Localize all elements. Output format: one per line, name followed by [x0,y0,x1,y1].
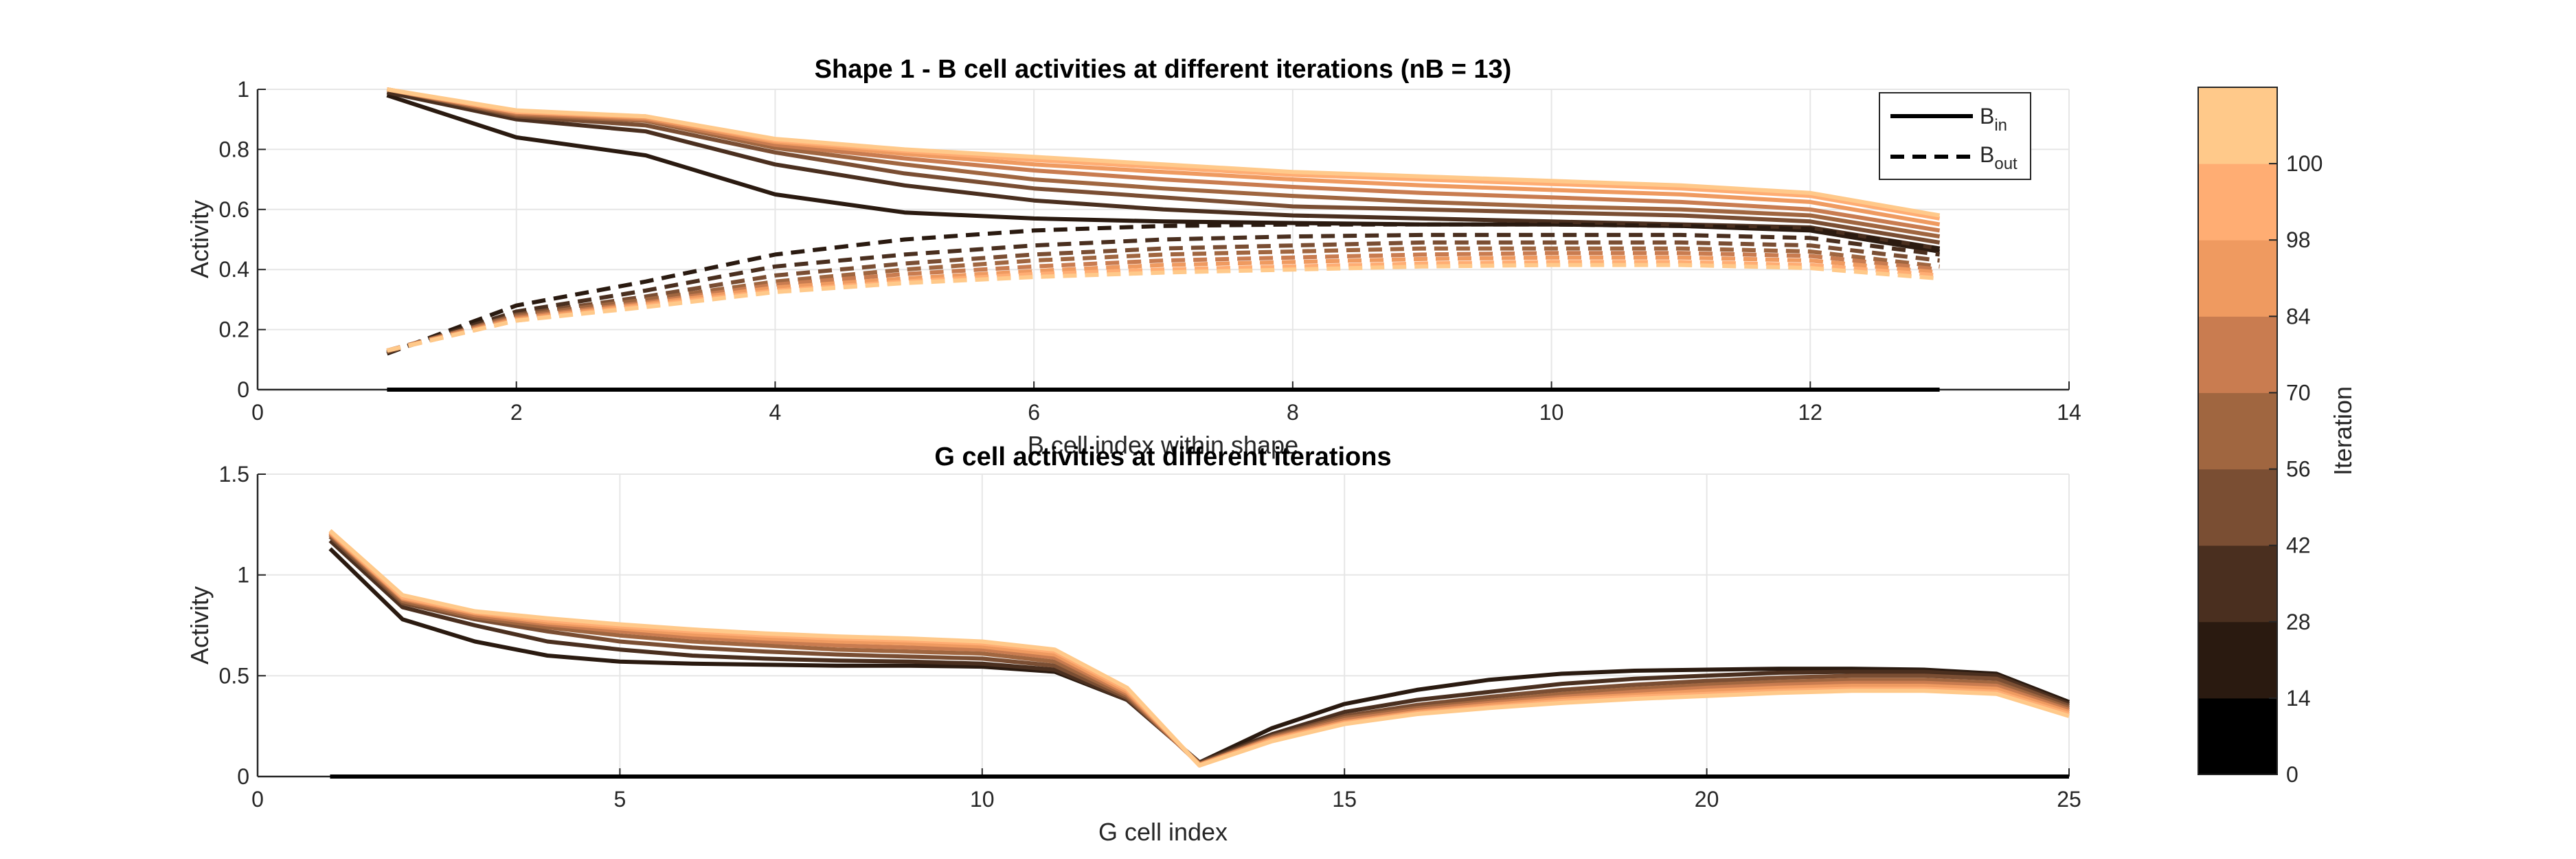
colorbar-tick-label: 100 [2286,151,2323,176]
colorbar: 0 14 28 42 56 70 84 98 100 Iteration [2197,87,2357,787]
colorbar-block [2198,545,2277,623]
chart-bottom-title: G cell activities at different iteration… [934,443,1391,471]
chart-top: Shape 1 - B cell activities at different… [185,55,2081,459]
series-line-iter-70 [328,532,2070,767]
chart-bottom: G cell activities at different iteration… [185,443,2081,846]
colorbar-tick-label: 98 [2286,227,2311,252]
x-tick-label: 14 [2057,400,2081,425]
chart-bottom-xlabel: G cell index [1098,818,1228,846]
series-line-iter-70-out [386,251,1940,353]
series-line-iter-100 [328,528,2070,768]
colorbar-block [2198,316,2277,393]
colorbar-tick-label: 14 [2286,686,2311,711]
x-tick-label: 10 [1539,400,1564,425]
y-tick-label: 0.6 [219,197,249,222]
y-tick-label: 0 [237,377,249,402]
series-line-iter-42 [328,535,2070,766]
chart-top-legend: Bin Bout [1879,92,2031,180]
x-tick-label: 10 [970,787,995,812]
series-line-iter-56-out [386,246,1940,353]
colorbar-ticks: 0 14 28 42 56 70 84 98 100 [2269,151,2323,787]
series-line-iter-42 [386,87,1941,245]
series-line-iter-56 [328,533,2070,767]
x-tick-label: 12 [1798,400,1822,425]
series-line-iter-98-out [386,260,1940,353]
colorbar-block [2198,698,2277,775]
chart-top-plot-area [258,89,2069,390]
colorbar-block [2198,621,2277,699]
colorbar-tick-label: 42 [2286,533,2311,558]
colorbar-label: Iteration [2329,386,2357,476]
colorbar-blocks [2198,87,2277,775]
colorbar-tick-label: 0 [2286,762,2298,787]
x-tick-label: 0 [251,400,264,425]
colorbar-block [2198,164,2277,241]
x-tick-label: 4 [769,400,782,425]
colorbar-block [2198,87,2277,164]
series-line-iter-100-out [386,263,1940,353]
y-tick-label: 0.8 [219,137,249,161]
x-tick-label: 25 [2057,787,2081,812]
chart-bottom-ylabel: Activity [185,586,214,665]
series-line-iter-84 [328,531,2070,767]
x-tick-label: 20 [1695,787,1719,812]
chart-top-xlabel: B cell index within shape [1028,431,1298,459]
x-tick-label: 8 [1287,400,1299,425]
chart-top-title: Shape 1 - B cell activities at different… [815,55,1512,84]
y-tick-label: 1 [237,563,249,588]
colorbar-tick-label: 84 [2286,304,2311,328]
x-tick-label: 15 [1332,787,1357,812]
series-line-iter-14 [328,547,2070,765]
x-tick-label: 0 [251,787,264,812]
chart-top-grid [257,89,2070,390]
y-tick-label: 1 [237,77,249,102]
y-tick-label: 0 [237,764,249,789]
chart-top-series [386,87,1941,392]
y-tick-label: 0.5 [219,663,249,688]
colorbar-tick-label: 70 [2286,380,2311,405]
series-line-iter-28 [328,539,2070,765]
colorbar-tick-label: 56 [2286,457,2311,482]
colorbar-frame [2197,87,2278,775]
colorbar-block [2198,392,2277,470]
series-line-iter-100 [386,87,1941,218]
series-line-iter-42-out [386,240,1940,355]
series-line-iter-14-out [386,222,1941,356]
legend-entry-b-out: Bout [1980,142,2018,173]
x-tick-label: 5 [614,787,626,812]
chart-bottom-ticks: 0 5 10 15 20 25 0 0.5 1 1.5 [219,462,2081,812]
y-tick-label: 0.2 [219,317,249,342]
y-tick-label: 0.4 [219,257,249,282]
x-tick-label: 6 [1028,400,1040,425]
series-line-iter-98 [328,530,2070,768]
legend-entry-b-in: Bin [1980,104,2007,135]
series-line-iter-84-out [386,255,1940,353]
colorbar-block [2198,240,2277,317]
colorbar-block [2198,469,2277,546]
chart-bottom-series [328,528,2070,779]
legend-box [1879,92,2031,180]
colorbar-tick-label: 28 [2286,610,2311,634]
chart-top-ticks: 0 2 4 6 8 10 12 14 0 0.2 0.4 0.6 0.8 1 [219,77,2081,425]
series-line-iter-28-out [386,232,1940,355]
chart-top-ylabel: Activity [185,200,214,278]
x-tick-label: 2 [510,400,523,425]
y-tick-label: 1.5 [219,462,249,487]
